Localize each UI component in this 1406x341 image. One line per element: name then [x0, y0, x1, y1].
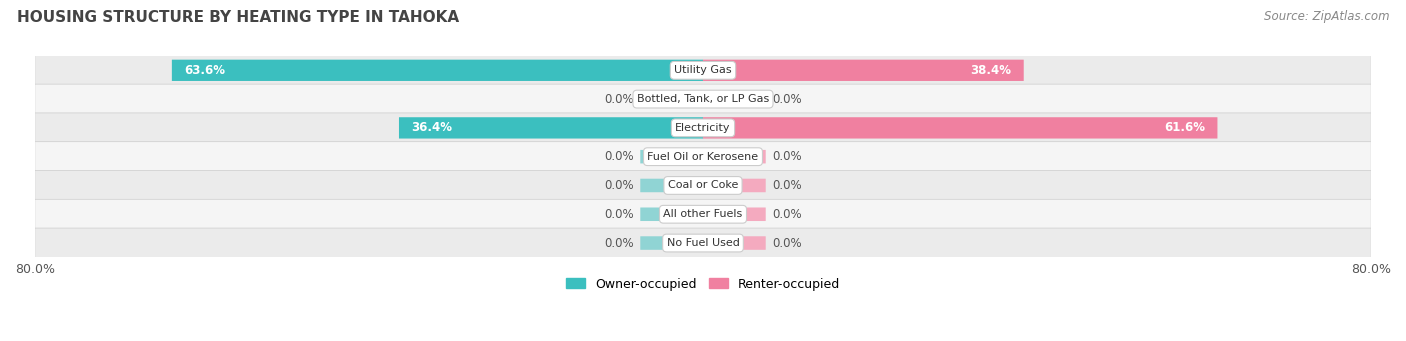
Text: 0.0%: 0.0% [605, 179, 634, 192]
Text: 0.0%: 0.0% [605, 150, 634, 163]
Text: All other Fuels: All other Fuels [664, 209, 742, 219]
Text: No Fuel Used: No Fuel Used [666, 238, 740, 248]
Text: 0.0%: 0.0% [772, 150, 801, 163]
Text: Bottled, Tank, or LP Gas: Bottled, Tank, or LP Gas [637, 94, 769, 104]
Text: 0.0%: 0.0% [772, 93, 801, 106]
FancyBboxPatch shape [640, 236, 703, 250]
Text: 0.0%: 0.0% [772, 237, 801, 250]
FancyBboxPatch shape [703, 92, 766, 106]
FancyBboxPatch shape [640, 150, 703, 163]
Text: 0.0%: 0.0% [605, 93, 634, 106]
FancyBboxPatch shape [640, 92, 703, 106]
Text: 0.0%: 0.0% [605, 237, 634, 250]
Text: Fuel Oil or Kerosene: Fuel Oil or Kerosene [647, 152, 759, 162]
FancyBboxPatch shape [640, 179, 703, 192]
FancyBboxPatch shape [703, 236, 766, 250]
FancyBboxPatch shape [399, 117, 703, 138]
FancyBboxPatch shape [703, 207, 766, 221]
Text: Coal or Coke: Coal or Coke [668, 180, 738, 191]
FancyBboxPatch shape [35, 228, 1371, 258]
FancyBboxPatch shape [35, 142, 1371, 172]
FancyBboxPatch shape [35, 84, 1371, 114]
Text: 36.4%: 36.4% [412, 121, 453, 134]
FancyBboxPatch shape [35, 113, 1371, 143]
Text: 63.6%: 63.6% [184, 64, 225, 77]
FancyBboxPatch shape [703, 150, 766, 163]
Text: 0.0%: 0.0% [772, 208, 801, 221]
Text: HOUSING STRUCTURE BY HEATING TYPE IN TAHOKA: HOUSING STRUCTURE BY HEATING TYPE IN TAH… [17, 10, 458, 25]
FancyBboxPatch shape [703, 179, 766, 192]
FancyBboxPatch shape [640, 207, 703, 221]
Text: 38.4%: 38.4% [970, 64, 1011, 77]
Text: Utility Gas: Utility Gas [675, 65, 731, 75]
FancyBboxPatch shape [35, 170, 1371, 201]
Text: Electricity: Electricity [675, 123, 731, 133]
FancyBboxPatch shape [703, 117, 1218, 138]
FancyBboxPatch shape [35, 55, 1371, 85]
FancyBboxPatch shape [35, 199, 1371, 229]
Legend: Owner-occupied, Renter-occupied: Owner-occupied, Renter-occupied [561, 272, 845, 296]
Text: Source: ZipAtlas.com: Source: ZipAtlas.com [1264, 10, 1389, 23]
FancyBboxPatch shape [172, 60, 703, 81]
Text: 61.6%: 61.6% [1164, 121, 1205, 134]
Text: 0.0%: 0.0% [605, 208, 634, 221]
Text: 0.0%: 0.0% [772, 179, 801, 192]
FancyBboxPatch shape [703, 60, 1024, 81]
